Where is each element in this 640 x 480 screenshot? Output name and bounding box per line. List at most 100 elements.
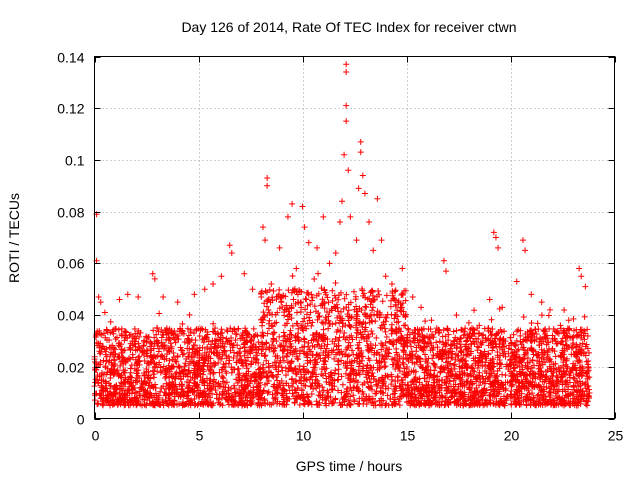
data-point [151,364,158,371]
data-point [159,353,166,360]
data-point [254,391,261,398]
data-point [382,328,389,335]
data-point [200,359,207,366]
data-point [207,398,214,405]
data-point [577,392,584,399]
data-point [367,379,374,386]
data-point [538,312,545,319]
data-point [509,359,516,366]
data-point [345,301,352,308]
data-point [462,325,469,332]
data-point [319,336,326,343]
data-point [215,383,222,390]
data-point [302,295,309,302]
data-point [585,367,592,374]
data-point [381,359,388,366]
data-point [493,378,500,385]
data-point [135,340,142,347]
data-point [458,326,465,333]
data-point [436,338,443,345]
data-point [486,397,493,404]
data-point [276,342,283,349]
data-point [107,318,114,325]
data-point [479,339,486,346]
data-point [444,362,451,369]
data-point [244,397,251,404]
data-point [375,288,382,295]
data-point [269,342,276,349]
data-point [452,334,459,341]
data-point [325,299,332,306]
data-point [165,362,172,369]
data-point [205,390,212,397]
data-point [369,395,376,402]
data-point [353,303,360,310]
data-point [525,365,532,372]
data-point [558,353,565,360]
data-point [399,292,406,299]
data-point [192,337,199,344]
data-point [139,402,146,409]
data-point [554,388,561,395]
data-point [221,349,228,356]
data-point [266,346,273,353]
data-point [291,349,298,356]
data-point [118,358,125,365]
data-point [393,329,400,336]
data-point [299,326,306,333]
data-point [546,357,553,364]
data-point [273,374,280,381]
data-point [457,344,464,351]
data-point [366,375,373,382]
data-point [314,351,321,358]
data-point [255,399,262,406]
data-point [126,390,133,397]
data-point [471,388,478,395]
data-point [107,383,114,390]
data-point [114,334,120,341]
data-point [216,369,223,376]
data-point [103,327,110,334]
data-point [584,326,591,333]
data-point [223,390,230,397]
data-point [108,366,115,373]
data-point [363,338,370,345]
data-point [332,279,339,286]
data-point [536,400,543,407]
data-point [129,386,136,393]
data-point [314,377,321,384]
data-point [326,400,333,407]
data-point [522,396,529,403]
data-point [469,392,476,399]
data-point [313,371,320,378]
data-point [313,384,320,391]
data-point [439,393,446,400]
data-point [298,288,305,295]
data-point [217,355,224,362]
data-point [299,318,306,325]
data-point [159,368,166,375]
data-point [147,385,154,392]
data-point [107,389,114,396]
data-point [174,353,181,360]
data-point [527,400,534,407]
data-point [496,344,503,351]
data-point [368,288,375,295]
data-point [360,363,367,370]
data-point [141,372,148,379]
data-point [308,337,315,344]
data-point [288,305,295,312]
data-point [363,365,370,372]
data-point-outlier [320,213,327,220]
data-point [349,347,356,354]
data-point [574,357,581,364]
data-point [491,388,498,395]
data-point [419,365,426,372]
data-point [335,296,342,303]
data-point [264,312,271,319]
data-point [410,335,417,342]
data-point [115,326,122,333]
data-point [249,397,256,404]
data-point [190,388,197,395]
data-point [199,371,206,378]
